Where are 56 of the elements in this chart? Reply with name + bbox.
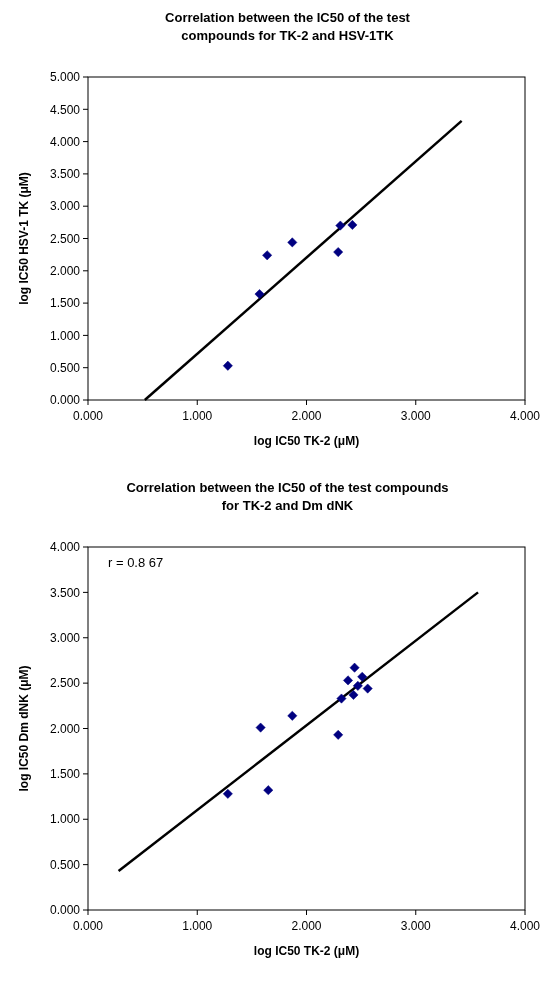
x-tick-label: 3.000 — [400, 409, 432, 423]
y-tick-label: 1.000 — [49, 812, 81, 827]
x-tick-label: 2.000 — [291, 409, 322, 423]
y-tick-label: 2.000 — [49, 721, 81, 736]
y-tick-label: 4.000 — [49, 134, 81, 149]
x-axis-title: log IC50 TK-2 (μM) — [253, 434, 360, 448]
point — [348, 690, 359, 700]
y-tick-label: 0.000 — [49, 903, 81, 918]
point — [287, 710, 298, 721]
point — [254, 289, 265, 299]
point — [287, 237, 298, 248]
point — [347, 220, 358, 230]
y-axis-title: log IC50 HSV-1 TK (μM) — [17, 172, 31, 305]
x-tick-label: 1.000 — [182, 409, 213, 423]
point — [336, 693, 347, 704]
x-tick-label: 4.000 — [509, 919, 541, 933]
x-tick-label: 3.000 — [400, 919, 432, 933]
point — [349, 662, 360, 673]
chart-title: Correlation between the IC50 of the test compounds for TK-2 and HSV-1TK — [165, 10, 411, 43]
y-tick-label: 4.000 — [49, 540, 81, 555]
point — [343, 675, 353, 686]
y-tick-label: 2.500 — [49, 676, 81, 691]
point — [222, 788, 233, 799]
y-tick-label: 3.000 — [49, 630, 81, 645]
x-tick-label: 4.000 — [509, 409, 541, 423]
y-tick-label: 4.500 — [49, 102, 81, 117]
x-tick-label: 1.000 — [182, 919, 213, 933]
y-tick-label: 0.500 — [49, 360, 81, 375]
point — [255, 722, 266, 733]
y-tick-label: 3.000 — [49, 199, 81, 214]
point — [333, 729, 344, 740]
y-tick-label: 0.500 — [49, 857, 81, 872]
y-tick-label: 2.000 — [49, 264, 81, 278]
x-axis-title: log IC50 TK-2 (μM) — [253, 944, 360, 958]
point — [362, 683, 373, 694]
y-tick-label: 3.500 — [49, 585, 81, 600]
y-axis-title: log IC50 Dm dNK (μM) — [17, 665, 31, 792]
y-tick-label: 3.500 — [49, 167, 81, 182]
x-tick-label: 0.000 — [72, 409, 104, 423]
x-tick-label: 0.000 — [72, 919, 104, 933]
y-tick-label: 5.000 — [49, 70, 81, 85]
point — [263, 785, 274, 796]
point — [333, 247, 344, 257]
point — [357, 671, 368, 682]
point — [262, 250, 273, 261]
annotation: r = 0.8 67 — [108, 555, 164, 570]
y-tick-label: 2.500 — [49, 231, 81, 246]
point — [352, 680, 363, 691]
chart-title: Correlation between the IC50 of the test compounds for TK-2 and Dm dNK — [126, 480, 449, 513]
point — [335, 220, 346, 231]
point — [222, 360, 233, 371]
x-tick-label: 2.000 — [291, 919, 322, 933]
y-tick-label: 1.500 — [49, 296, 81, 311]
y-tick-label: 0.000 — [49, 393, 81, 408]
y-tick-label: 1.500 — [49, 767, 81, 782]
y-tick-label: 1.000 — [49, 328, 81, 343]
